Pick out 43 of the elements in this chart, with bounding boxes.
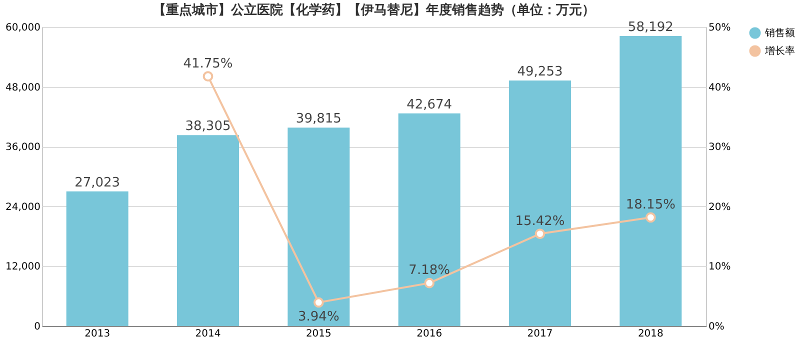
x-tick-label: 2017 — [527, 328, 553, 340]
y2-tick-label: 0% — [708, 322, 724, 332]
data-label: 41.75% — [183, 56, 233, 72]
legend-label: 增长率 — [764, 45, 795, 57]
y-tick-label: 60,000 — [6, 22, 40, 34]
y2-tick-label: 40% — [708, 82, 731, 94]
bar — [177, 135, 239, 326]
x-tick-label: 2018 — [638, 328, 664, 340]
y-tick-label: 48,000 — [6, 82, 40, 94]
point — [424, 278, 435, 288]
data-label: 38,305 — [185, 119, 231, 134]
y2-tick-label: 10% — [708, 262, 731, 273]
y-tick-label: 12,000 — [6, 262, 40, 273]
bar — [509, 80, 571, 326]
point — [534, 228, 546, 239]
data-label: 49,253 — [517, 64, 563, 80]
data-label: 7.18% — [408, 263, 450, 278]
data-label: 18.15% — [626, 197, 676, 212]
x-tick-label: 2016 — [416, 328, 442, 340]
legend-label: 销售额 — [764, 27, 795, 39]
point — [645, 212, 656, 223]
y2-tick-label: 30% — [708, 142, 731, 154]
data-label: 58,192 — [628, 20, 674, 36]
y-tick-label: 0 — [34, 322, 40, 332]
data-label: 39,815 — [296, 112, 342, 127]
data-label: 27,023 — [74, 175, 120, 190]
y-tick-label: 36,000 — [6, 142, 40, 154]
bar — [288, 128, 350, 326]
bar — [620, 36, 682, 326]
chart-title: 【重点城市】公立医院【化学药】【伊马替尼】年度销售趋势（单位：万元） — [153, 2, 595, 18]
x-tick-label: 2015 — [306, 328, 332, 340]
y-tick-label: 24,000 — [6, 202, 40, 213]
bar — [66, 191, 128, 326]
x-tick-label: 2013 — [84, 328, 110, 340]
x-tick-label: 2014 — [195, 328, 221, 340]
y2-tick-label: 20% — [708, 202, 731, 213]
point — [313, 297, 324, 308]
point — [202, 71, 214, 82]
data-label: 3.94% — [298, 309, 340, 324]
data-label: 15.42% — [515, 214, 565, 229]
bar — [398, 113, 460, 326]
data-label: 42,674 — [406, 97, 452, 112]
y2-tick-label: 50% — [708, 22, 731, 34]
